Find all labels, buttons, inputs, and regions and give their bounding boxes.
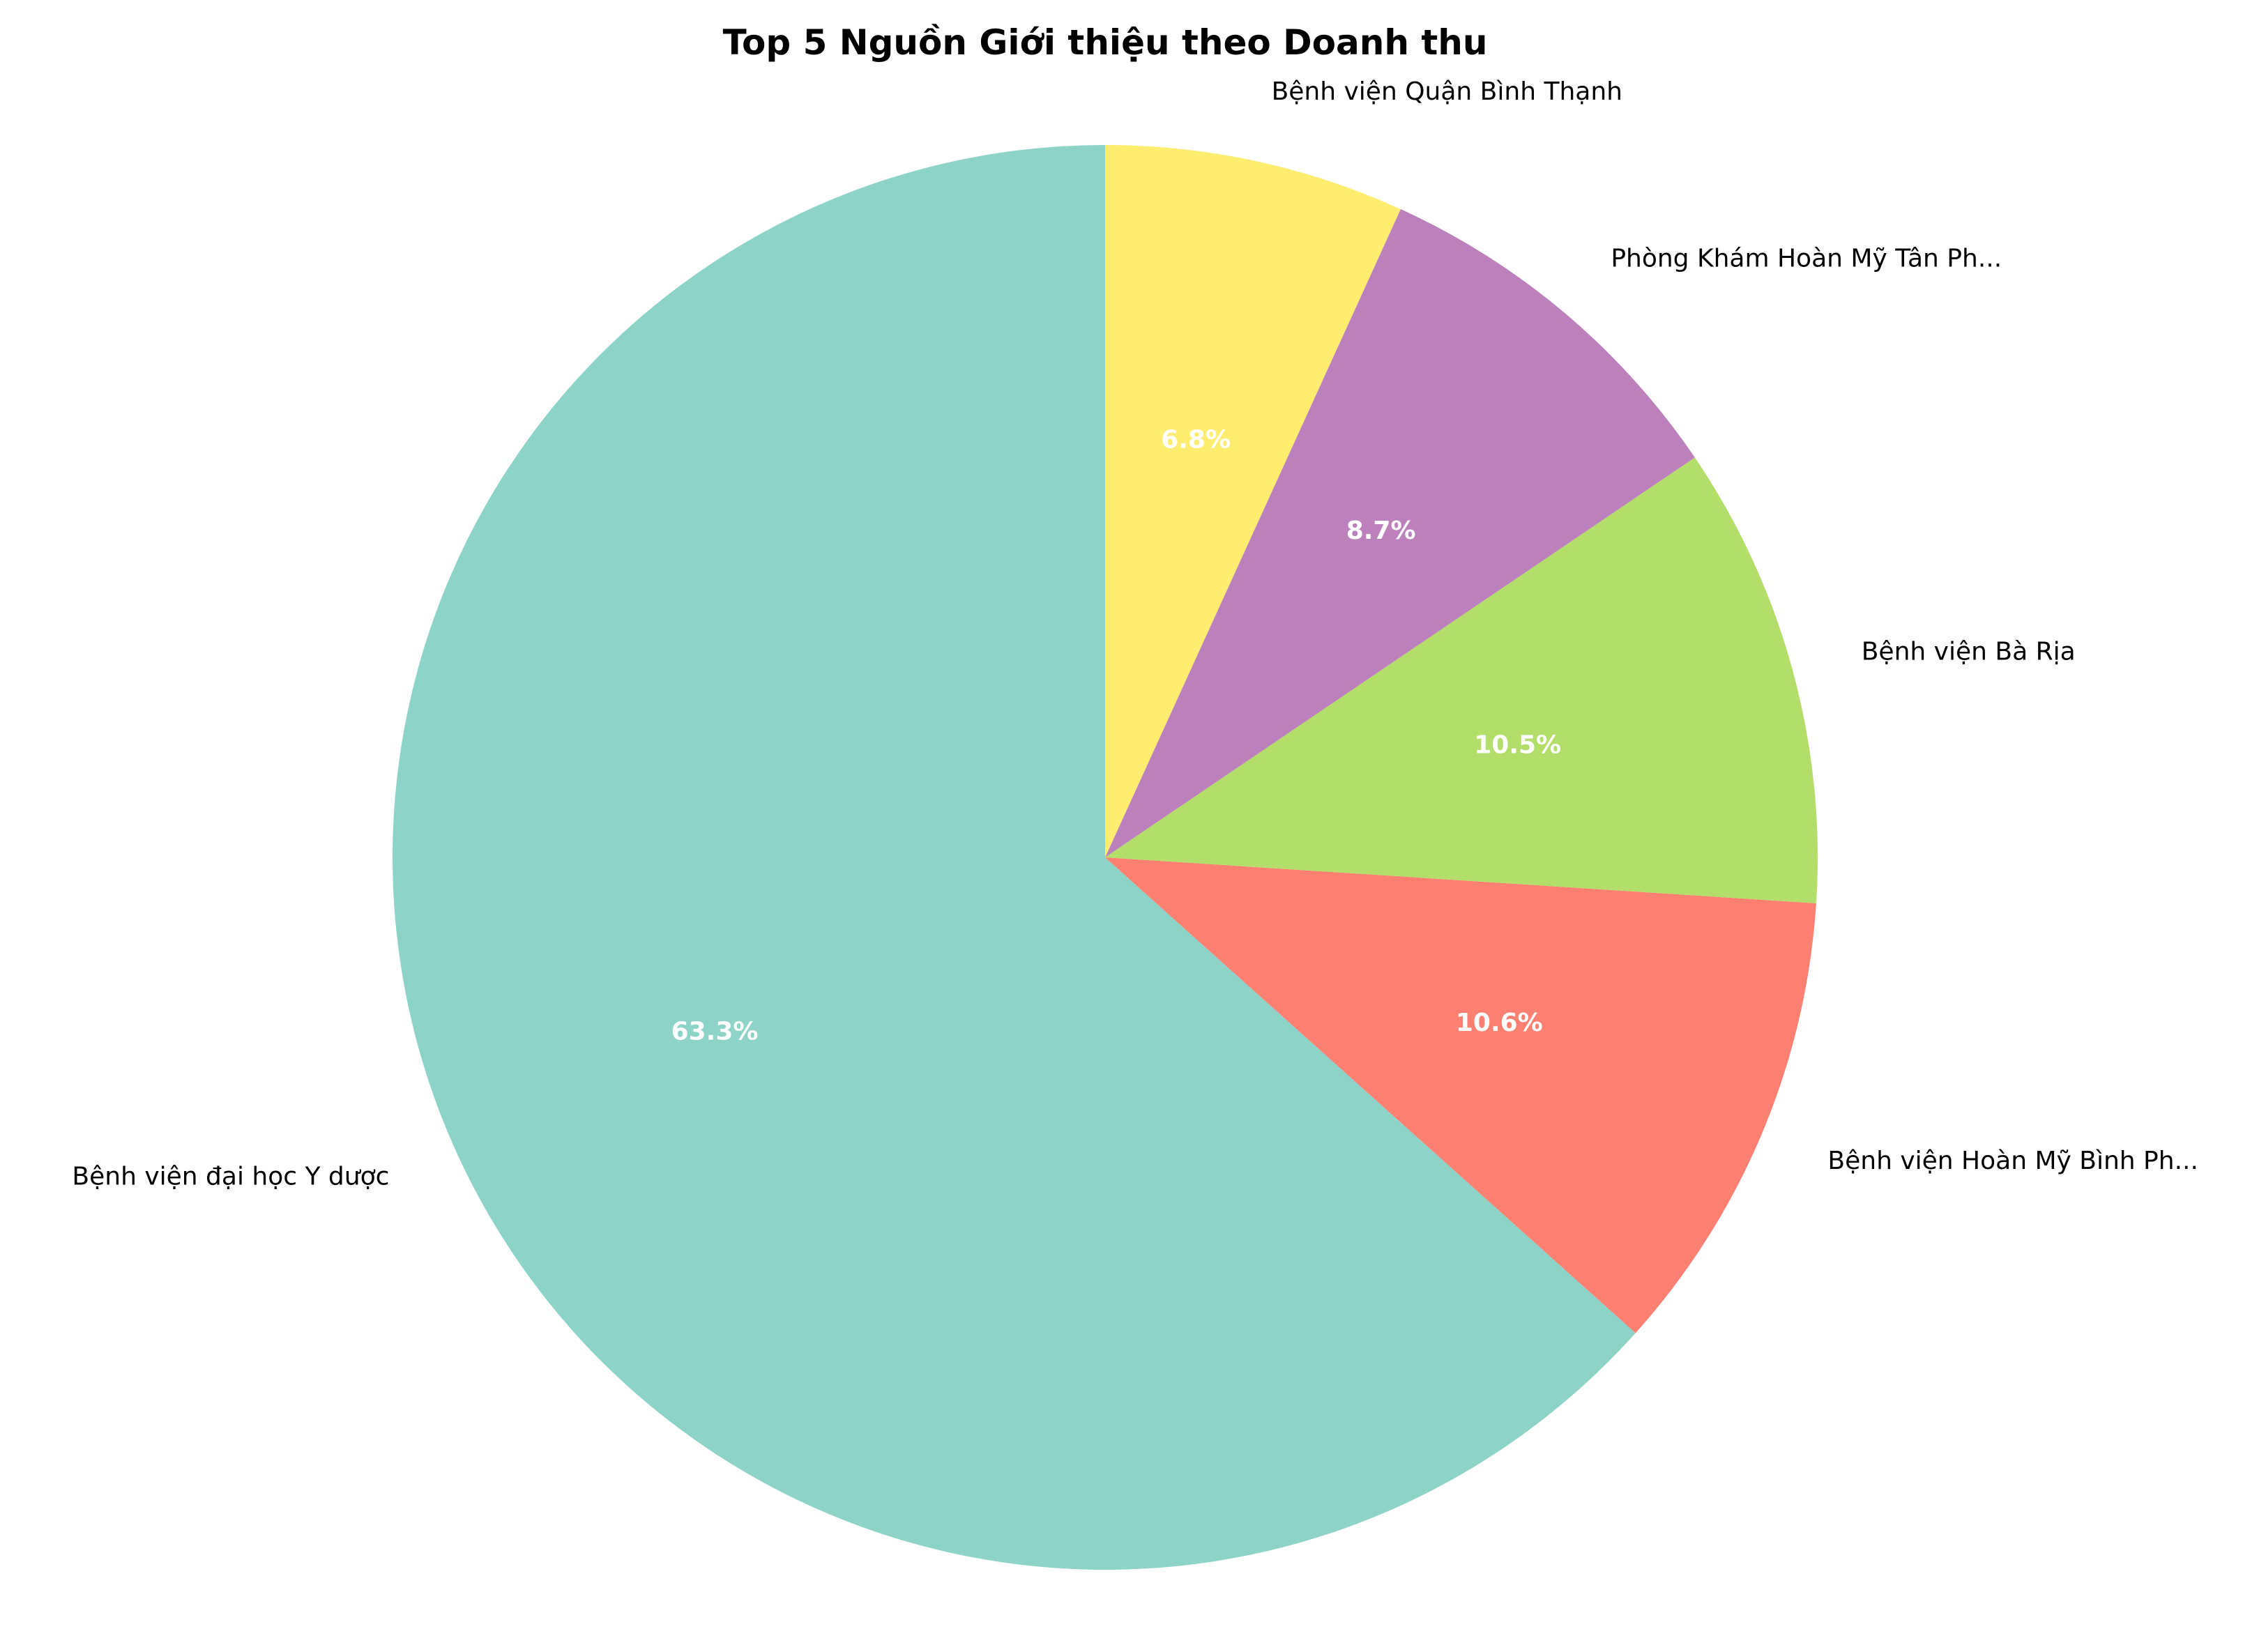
pie-slice xyxy=(1105,457,1818,903)
slice-percentage-label: 63.3% xyxy=(671,1017,759,1046)
pie-slice xyxy=(1105,145,1401,857)
pie-slice xyxy=(1105,857,1816,1333)
slice-percentage-label: 10.6% xyxy=(1456,1009,1543,1037)
pie-slice xyxy=(1105,209,1695,857)
slice-category-label: Bệnh viện Quận Bình Thạnh xyxy=(1272,77,1622,106)
pie-slices xyxy=(393,145,1818,1570)
percentage-labels: 63.3% 10.6% 10.5% 8.7% 6.8% xyxy=(671,425,1562,1046)
slice-percentage-label: 8.7% xyxy=(1346,517,1416,545)
slice-category-label: Bệnh viện đại học Y dược xyxy=(72,1163,389,1191)
pie-slice xyxy=(393,145,1636,1570)
slice-category-label: Bệnh viện Hoàn Mỹ Bình Ph... xyxy=(1827,1147,2198,1175)
slice-category-label: Bệnh viện Bà Rịa xyxy=(1862,637,2076,666)
slice-category-label: Phòng Khám Hoàn Mỹ Tân Ph... xyxy=(1611,245,2002,273)
slice-percentage-label: 10.5% xyxy=(1474,731,1561,759)
slice-labels: Bệnh viện đại học Y dược Bệnh viện Hoàn M… xyxy=(72,77,2198,1191)
slice-percentage-label: 6.8% xyxy=(1161,425,1231,454)
chart-title: Top 5 Nguồn Giới thiệu theo Doanh thu xyxy=(723,22,1488,63)
